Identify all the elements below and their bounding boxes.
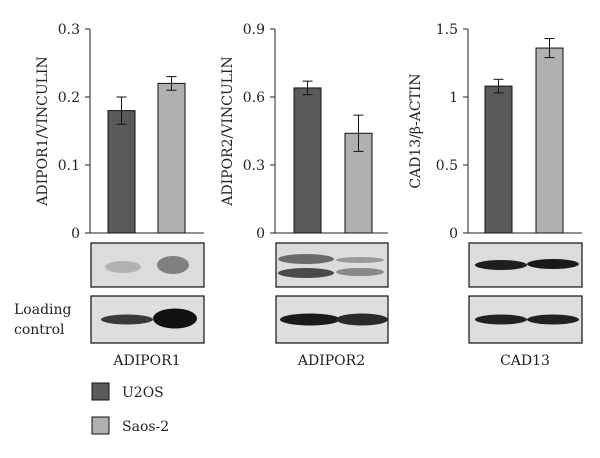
legend: U2OS Saos-2 <box>91 382 169 435</box>
panel-adipor2: 0 0.3 0.6 0.9 ADIPOR2/VINCULIN ADIPOR2 <box>220 22 389 369</box>
blot-band <box>336 257 384 263</box>
y-axis-label: ADIPOR2/VINCULIN <box>220 56 236 206</box>
blot-band <box>278 268 334 278</box>
y-tick-label: 0 <box>449 226 458 242</box>
y-tick-label: 0.3 <box>58 22 80 38</box>
legend-swatch-u2os <box>91 382 110 401</box>
blot-label-adipor2: ADIPOR2 <box>297 353 365 369</box>
loading-control-label-line1: Loading <box>14 302 72 318</box>
y-tick-label: 0.5 <box>436 158 458 174</box>
bar-u2os <box>484 85 513 234</box>
blot-panel <box>275 242 389 288</box>
blot-band <box>157 256 189 274</box>
blot-band <box>105 261 141 273</box>
blot-band <box>278 254 334 264</box>
y-tick-label: 0.3 <box>243 158 265 174</box>
blot-band <box>475 260 527 270</box>
legend-label-u2os: U2OS <box>122 385 164 401</box>
y-tick-label: 0.1 <box>58 158 80 174</box>
y-axis-label: ADIPOR1/VINCULIN <box>35 56 51 206</box>
blot-label-adipor1: ADIPOR1 <box>112 353 180 369</box>
loading-band <box>475 314 527 325</box>
bar-saos2 <box>157 82 186 234</box>
bar-saos2 <box>535 47 564 234</box>
legend-swatch-saos2 <box>91 416 110 435</box>
loading-control-label-line2: control <box>14 322 65 338</box>
bar-u2os <box>293 87 322 234</box>
loading-band <box>336 313 388 326</box>
y-tick-label: 0 <box>256 226 265 242</box>
loading-band <box>527 314 579 325</box>
panel-adipor1: 0 0.1 0.2 0.3 ADIPOR1/VINCULIN ADIPOR1 <box>35 22 205 369</box>
y-axis-label: CAD13/β-ACTIN <box>408 73 424 188</box>
panel-cad13: 0 0.5 1 1.5 CAD13/β-ACTIN CAD13 <box>408 22 583 369</box>
y-tick-label: 0.2 <box>58 90 80 106</box>
y-tick-label: 0.9 <box>243 22 265 38</box>
blot-band <box>336 268 384 276</box>
y-tick-label: 0.6 <box>243 90 265 106</box>
y-tick-label: 1 <box>449 90 458 106</box>
loading-band <box>101 314 153 325</box>
blot-label-cad13: CAD13 <box>500 353 550 369</box>
y-tick-label: 0 <box>71 226 80 242</box>
legend-label-saos2: Saos-2 <box>122 419 169 435</box>
loading-band <box>280 313 340 326</box>
bar-u2os <box>107 110 136 234</box>
y-tick-label: 1.5 <box>436 22 458 38</box>
blot-band <box>527 259 579 269</box>
loading-band <box>153 308 197 329</box>
